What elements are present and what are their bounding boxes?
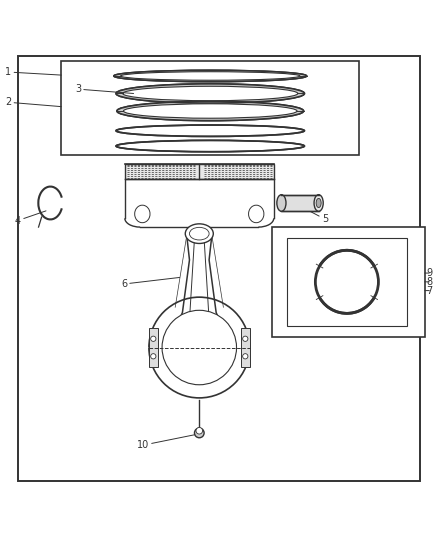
Ellipse shape [185,224,213,244]
Ellipse shape [151,336,156,342]
Bar [149,328,158,367]
Ellipse shape [194,428,204,438]
Ellipse shape [162,310,237,385]
Text: 5: 5 [300,206,328,224]
Ellipse shape [114,70,307,82]
Ellipse shape [117,101,304,120]
Bar [125,164,274,179]
Ellipse shape [114,70,307,82]
Ellipse shape [151,354,156,359]
Bar [272,227,425,336]
Ellipse shape [196,427,203,434]
Text: 7: 7 [425,286,432,296]
Ellipse shape [314,195,323,211]
Ellipse shape [123,86,298,101]
Text: 6: 6 [121,278,180,289]
Text: 9: 9 [425,268,432,278]
Bar [281,195,318,211]
Bar [241,328,250,367]
Bar [287,238,407,326]
Ellipse shape [116,140,304,152]
Text: 3: 3 [75,84,134,94]
Ellipse shape [316,198,321,207]
Text: 1: 1 [5,67,61,77]
Ellipse shape [243,336,248,342]
Ellipse shape [124,104,297,118]
Text: 4: 4 [15,211,46,225]
Ellipse shape [120,72,300,80]
Bar [61,61,359,155]
Ellipse shape [116,84,304,103]
Ellipse shape [116,125,304,136]
Ellipse shape [117,101,304,120]
Ellipse shape [190,228,209,240]
Ellipse shape [277,195,286,211]
Ellipse shape [116,84,304,103]
Text: 2: 2 [5,97,61,107]
Ellipse shape [243,354,248,359]
Text: 8: 8 [425,277,432,287]
Text: 10: 10 [137,434,199,450]
